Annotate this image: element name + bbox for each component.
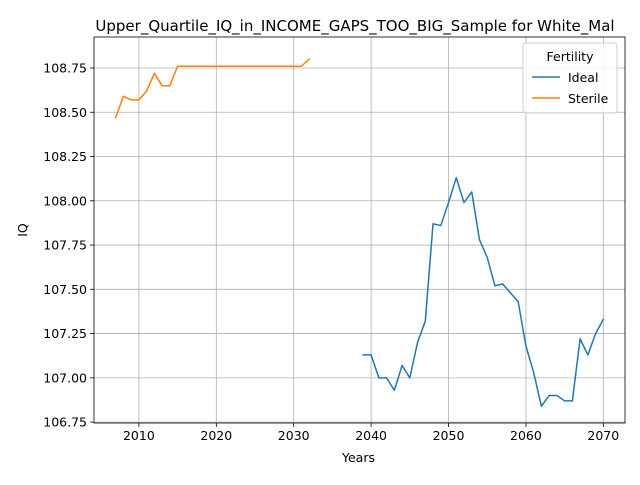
data-point-ideal: [486, 257, 488, 259]
x-tick-label: 2050: [433, 428, 465, 443]
data-point-ideal: [401, 365, 403, 367]
data-point-ideal: [564, 400, 566, 402]
y-tick-label: 106.75: [43, 415, 87, 430]
data-point-sterile: [146, 90, 148, 92]
data-point-ideal: [572, 400, 574, 402]
y-tick-label: 107.75: [43, 238, 87, 253]
data-point-sterile: [285, 65, 287, 67]
data-point-ideal: [448, 202, 450, 204]
legend-frame: [522, 42, 618, 114]
legend-label-ideal: Ideal: [568, 70, 598, 85]
data-point-sterile: [123, 96, 125, 98]
data-point-sterile: [115, 117, 117, 119]
data-point-ideal: [479, 239, 481, 241]
data-point-sterile: [293, 65, 295, 67]
legend-title: Fertility: [547, 49, 595, 64]
series-sterile: [114, 58, 311, 119]
data-point-sterile: [208, 65, 210, 67]
data-point-sterile: [200, 65, 202, 67]
chart-title: Upper_Quartile_IQ_in_INCOME_GAPS_TOO_BIG…: [95, 17, 614, 36]
y-tick-label: 107.25: [43, 326, 87, 341]
x-tick-label: 2060: [510, 428, 542, 443]
data-point-sterile: [262, 65, 264, 67]
data-point-sterile: [254, 65, 256, 67]
data-point-ideal: [579, 338, 581, 340]
data-point-ideal: [525, 345, 527, 347]
data-point-sterile: [138, 99, 140, 101]
data-point-ideal: [370, 354, 372, 356]
data-point-ideal: [463, 202, 465, 204]
data-point-sterile: [177, 65, 179, 67]
data-point-ideal: [494, 285, 496, 287]
data-point-ideal: [471, 191, 473, 193]
data-point-ideal: [510, 292, 512, 294]
axis-ticks: 2010 2020 2030 2040 2050 2060 2070 106.75 107.00…: [43, 60, 619, 443]
data-point-ideal: [533, 372, 535, 374]
y-tick-label: 108.50: [43, 105, 87, 120]
data-point-ideal: [394, 389, 396, 391]
y-tick-label: 108.25: [43, 149, 87, 164]
data-point-sterile: [246, 65, 248, 67]
y-tick-label: 108.00: [43, 193, 87, 208]
data-point-sterile: [130, 99, 132, 101]
y-tick-label: 107.00: [43, 370, 87, 385]
data-point-ideal: [440, 225, 442, 227]
data-point-sterile: [270, 65, 272, 67]
data-point-sterile: [239, 65, 241, 67]
data-point-sterile: [161, 85, 163, 87]
data-point-ideal: [409, 377, 411, 379]
data-point-sterile: [154, 73, 156, 75]
data-point-ideal: [424, 320, 426, 322]
data-point-sterile: [223, 65, 225, 67]
series-layer: [114, 58, 605, 407]
data-point-ideal: [587, 354, 589, 356]
data-point-ideal: [548, 395, 550, 397]
data-point-sterile: [185, 65, 187, 67]
data-point-ideal: [363, 354, 365, 356]
x-tick-label: 2010: [123, 428, 155, 443]
data-point-sterile: [169, 85, 171, 87]
data-point-ideal: [556, 395, 558, 397]
x-tick-label: 2020: [200, 428, 232, 443]
data-point-ideal: [603, 319, 605, 321]
data-point-ideal: [595, 333, 597, 335]
data-point-ideal: [378, 377, 380, 379]
y-axis-label: IQ: [15, 223, 30, 237]
series-ideal: [362, 177, 605, 407]
data-point-sterile: [231, 65, 233, 67]
data-point-ideal: [502, 283, 504, 285]
x-tick-label: 2070: [587, 428, 619, 443]
plot-area-frame: [93, 36, 626, 424]
data-point-ideal: [432, 223, 434, 225]
series-line-sterile: [114, 58, 311, 119]
x-tick-label: 2040: [355, 428, 387, 443]
grid: [94, 37, 625, 423]
data-point-sterile: [216, 65, 218, 67]
y-tick-label: 108.75: [43, 60, 87, 75]
data-point-ideal: [417, 342, 419, 344]
data-point-ideal: [386, 377, 388, 379]
y-tick-label: 107.50: [43, 282, 87, 297]
data-point-sterile: [308, 58, 310, 60]
x-axis-label: Years: [341, 450, 375, 465]
data-point-ideal: [455, 177, 457, 179]
series-line-ideal: [362, 177, 605, 407]
data-point-sterile: [277, 65, 279, 67]
x-tick-label: 2030: [278, 428, 310, 443]
data-point-sterile: [301, 65, 303, 67]
data-point-ideal: [517, 301, 519, 303]
data-point-ideal: [541, 405, 543, 407]
legend: Fertility Ideal Sterile: [522, 42, 618, 114]
legend-label-sterile: Sterile: [568, 91, 609, 106]
data-point-sterile: [192, 65, 194, 67]
